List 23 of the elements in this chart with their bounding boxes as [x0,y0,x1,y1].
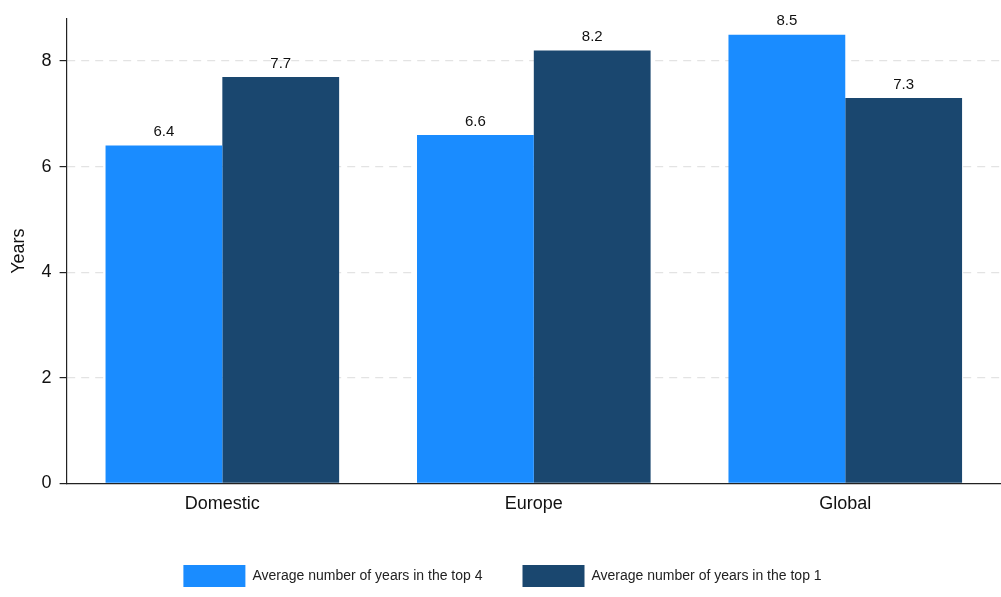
bar [222,76,340,483]
legend-label: Average number of years in the top 4 [252,566,483,583]
data-label: 8.2 [581,27,603,45]
y-tick-label: 2 [41,366,52,387]
bar [533,50,651,483]
bar [105,145,223,483]
x-tick-label: Global [819,493,872,514]
bar [728,34,846,483]
y-tick-label: 6 [41,155,52,176]
y-tick-label: 8 [41,50,52,71]
x-tick-label: Europe [504,493,563,514]
data-label: 7.3 [893,74,915,92]
legend-label: Average number of years in the top 1 [591,566,822,583]
data-label: 8.5 [776,11,798,29]
y-tick-label: 4 [41,261,52,282]
y-tick-label: 0 [41,472,52,493]
data-label: 6.4 [153,122,175,140]
y-axis-title: Years [7,228,28,274]
data-label: 6.6 [464,111,486,129]
bar [417,134,534,483]
x-tick-label: Domestic [184,493,260,514]
bar [845,97,963,483]
data-label: 7.7 [270,53,292,71]
